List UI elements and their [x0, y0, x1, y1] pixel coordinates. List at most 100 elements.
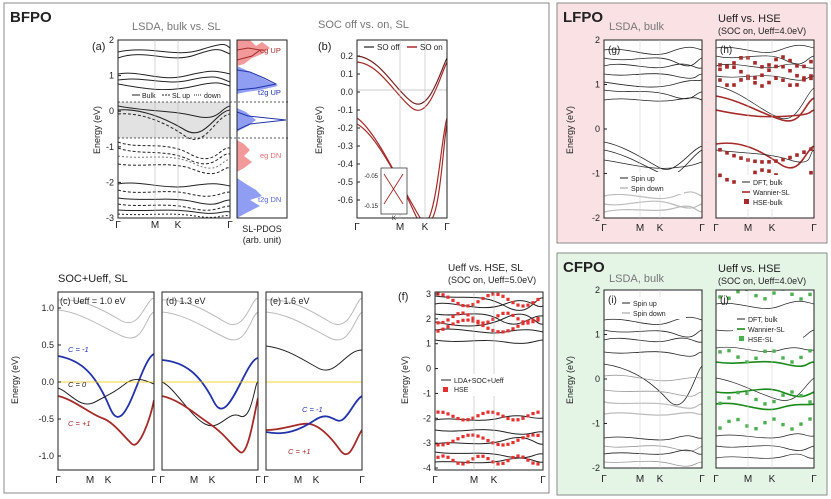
panel-j-bands [716, 290, 814, 459]
hse-marker [732, 65, 736, 70]
hse-marker [466, 460, 470, 464]
x-tick-label: K [209, 475, 216, 486]
panel-f-bands [435, 292, 543, 466]
panel-d-bands [162, 297, 258, 454]
hse-marker [476, 454, 480, 458]
hse-marker [802, 64, 806, 69]
hse-marker [496, 330, 500, 334]
hse-marker [456, 301, 460, 306]
y-tick-label: -1 [423, 388, 431, 398]
chern-e-minus1: C = -1 [302, 405, 323, 414]
hse-marker [754, 356, 758, 360]
hse-marker [531, 461, 535, 465]
hse-marker [441, 454, 445, 458]
y-tick-label: 1 [426, 339, 431, 349]
hse-marker [732, 180, 736, 184]
panel-i-yticks: 2 1 0 -1 -2 [592, 285, 607, 473]
hse-marker [506, 442, 510, 446]
hse-marker [781, 157, 785, 162]
legend-g-up: Spin up [631, 176, 655, 183]
hse-marker [802, 76, 806, 80]
hse-marker [461, 462, 465, 466]
hse-marker [799, 297, 803, 301]
x-tick-label: K [422, 222, 429, 233]
hse-marker [767, 160, 771, 164]
y-tick-label: -0.4 [337, 159, 353, 169]
legend-down: down [204, 93, 221, 100]
inset-x: K [392, 216, 396, 222]
hse-marker [718, 173, 722, 178]
hse-marker [781, 78, 785, 82]
hse-marker [481, 321, 485, 325]
panel-b-title: SOC off vs. on, SL [318, 19, 409, 31]
hse-marker [501, 330, 505, 334]
hse-marker [511, 455, 515, 460]
y-tick-label: 2 [426, 314, 431, 324]
hse-marker [511, 327, 515, 331]
y-tick-label: -2 [592, 463, 600, 473]
panel-g: LSDA, bulk (g) Spin up Spin down 2 1 0 -1 -2… [565, 21, 705, 234]
hse-marker [441, 410, 445, 414]
hse-marker [466, 418, 470, 422]
y-tick-label: 2 [595, 285, 600, 295]
chern-c-minus1: C = -1 [68, 345, 89, 354]
bfpo-label: BFPO [10, 9, 52, 26]
hse-marker [763, 297, 767, 301]
x-tick-label: Γ [359, 475, 365, 486]
hse-marker [451, 439, 455, 443]
y-tick-label: 2 [595, 35, 600, 45]
hse-marker [790, 292, 794, 296]
hse-marker [511, 301, 515, 305]
hse-marker [446, 325, 450, 329]
hse-marker [767, 68, 771, 72]
hse-marker [802, 78, 806, 82]
hse-marker [739, 69, 743, 74]
hse-marker [732, 83, 736, 87]
y-tick-label: -0.3 [337, 141, 353, 151]
hse-marker [531, 301, 535, 305]
hse-marker [727, 348, 731, 353]
hse-marker [516, 454, 520, 458]
hse-marker [725, 151, 729, 155]
panel-cde-title: SOC+Ueff, SL [58, 273, 128, 285]
hse-marker [506, 297, 510, 301]
hse-marker [809, 76, 813, 81]
x-tick-label: Γ [713, 474, 719, 485]
hse-marker [809, 59, 813, 64]
hse-marker [795, 73, 799, 78]
hse-marker [526, 321, 530, 325]
hse-marker [760, 84, 764, 88]
x-tick-label: M [636, 474, 644, 485]
hse-marker [781, 356, 785, 360]
hse-marker [767, 169, 771, 173]
hse-marker [521, 455, 525, 459]
panel-b-bands [357, 55, 447, 218]
hse-marker [526, 303, 530, 307]
hse-marker [446, 441, 450, 446]
panel-a-shade [118, 102, 230, 138]
legend-sl-up: SL up [172, 93, 190, 100]
panel-j-subtitle: (SOC on, Ueff=4.0eV) [718, 276, 806, 286]
y-tick-label: -1 [592, 169, 600, 179]
y-tick-label: 1.0 [41, 303, 54, 313]
hse-marker [772, 417, 776, 421]
hse-marker [476, 321, 480, 325]
hse-marker [501, 294, 505, 298]
hse-marker [451, 314, 455, 319]
x-tick-label: K [313, 475, 320, 486]
inset-y1: -0.05 [364, 174, 378, 180]
hse-marker [753, 61, 757, 65]
hse-marker [739, 78, 743, 82]
hse-marker [809, 170, 813, 175]
hse-marker [526, 434, 530, 438]
legend-i-down: Spin down [633, 311, 666, 318]
hse-marker [446, 318, 450, 322]
bfpo-frame [3, 2, 550, 494]
panel-j: Ueff vs. HSE (SOC on, Ueff=4.0eV) (j) DF… [713, 263, 817, 485]
hse-marker [760, 65, 764, 69]
hse-marker [754, 293, 758, 298]
hse-marker [496, 442, 500, 447]
x-tick-label: M [470, 475, 478, 486]
